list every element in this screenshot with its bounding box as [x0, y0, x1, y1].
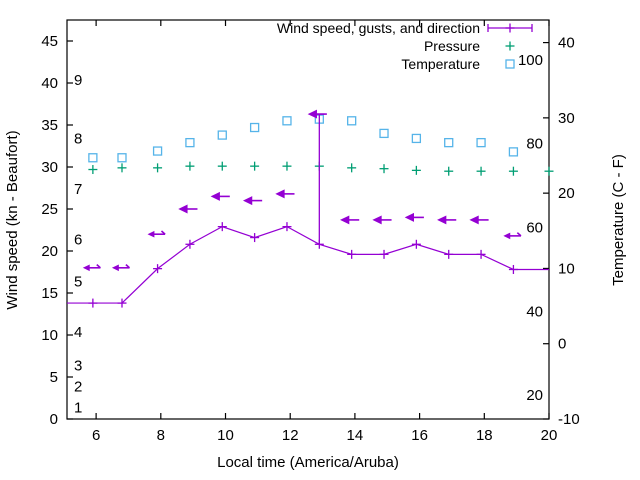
series-wind-direction-barbs [82, 109, 522, 272]
beaufort-label: 2 [74, 378, 82, 395]
temperature-point [411, 133, 422, 144]
beaufort-label: 6 [74, 231, 82, 248]
wind-barb-head [503, 232, 511, 240]
x-tick-label: 6 [92, 427, 100, 444]
fahrenheit-label: 40 [526, 304, 543, 321]
fahrenheit-label: 100 [518, 52, 543, 69]
plot-frame [66, 19, 550, 420]
temperature-point [379, 128, 389, 139]
beaufort-label: 1 [74, 399, 82, 416]
wind-barb-head [147, 230, 155, 238]
wind-barb-feather [96, 263, 101, 269]
beaufort-label: 4 [74, 324, 82, 341]
y-tick-label: 5 [50, 369, 58, 386]
x-axis-ticks: 6 8 10 12 14 16 18 20 [92, 20, 557, 444]
temperature-point [444, 137, 454, 148]
wind-barb-head [210, 191, 220, 201]
temperature-point [88, 153, 98, 163]
legend-label: Temperature [401, 56, 480, 72]
chart-legend: Wind speed, gusts, and direction Pressure… [277, 20, 533, 72]
temperature-point [117, 153, 127, 163]
y2-axis-title: Temperature (C - F) [610, 154, 627, 286]
wind-barb-head [372, 215, 382, 225]
y2-tick-label: -10 [558, 411, 580, 428]
wind-barb-head [111, 264, 119, 272]
wind-barb-head [340, 215, 350, 225]
x-tick-label: 8 [157, 427, 165, 444]
y-axis-ticks: 0 5 10 15 20 25 30 35 40 45 [41, 33, 73, 428]
y-tick-label: 25 [41, 201, 58, 218]
fahrenheit-label: 80 [526, 136, 543, 153]
y-tick-label: 45 [41, 33, 58, 50]
legend-label: Wind speed, gusts, and direction [277, 20, 480, 36]
wind-barb-head [275, 189, 285, 199]
wind-barb-head [242, 196, 253, 206]
temperature-point [152, 146, 163, 156]
wind-barb-feather [516, 232, 522, 237]
y2-tick-label: 20 [558, 185, 575, 202]
series-pressure [88, 161, 554, 176]
x-tick-label: 12 [282, 427, 299, 444]
beaufort-label: 5 [74, 273, 82, 290]
temperature-point [249, 122, 260, 133]
temperature-point [508, 147, 519, 157]
beaufort-label: 3 [74, 357, 82, 374]
x-tick-label: 16 [411, 427, 428, 444]
fahrenheit-label: 60 [526, 219, 543, 236]
wind-barb-head [307, 109, 317, 119]
beaufort-scale-labels: 1 2 3 4 5 6 7 8 9 [74, 72, 82, 417]
y2-axis-ticks: -10 0 10 20 30 40 [543, 35, 580, 428]
y-tick-label: 30 [41, 159, 58, 176]
wind-barb-feather [125, 263, 131, 269]
temperature-point [217, 130, 227, 140]
y-tick-label: 35 [41, 117, 58, 134]
beaufort-label: 7 [74, 181, 82, 198]
temperature-point [347, 116, 357, 126]
series-temperature [88, 114, 519, 163]
wind-barb-head [437, 215, 447, 225]
beaufort-label: 8 [74, 131, 82, 148]
temperature-point [185, 137, 195, 148]
beaufort-label: 9 [74, 72, 82, 89]
y2-tick-label: 10 [558, 260, 575, 277]
y-tick-label: 40 [41, 75, 58, 92]
wind-speed-line [67, 225, 549, 304]
y-tick-label: 15 [41, 285, 58, 302]
temperature-point [476, 137, 486, 148]
x-tick-label: 20 [541, 427, 558, 444]
fahrenheit-label: 20 [526, 387, 543, 404]
y-tick-label: 0 [50, 411, 58, 428]
y-tick-label: 20 [41, 243, 58, 260]
x-tick-label: 14 [347, 427, 364, 444]
legend-label: Pressure [424, 38, 480, 54]
x-tick-label: 18 [476, 427, 493, 444]
legend-swatch-square [505, 59, 515, 69]
x-tick-label: 10 [217, 427, 234, 444]
fahrenheit-scale-labels: 20 40 60 80 100 [518, 52, 543, 404]
y2-tick-label: 40 [558, 35, 575, 52]
plot-border [66, 19, 550, 420]
y2-tick-label: 0 [558, 336, 566, 353]
y2-tick-label: 30 [558, 110, 575, 127]
wind-barb-feather [160, 230, 166, 235]
y-axis-title: Wind speed (kn - Beaufort) [4, 130, 21, 309]
wind-barb-head [178, 204, 188, 214]
y-tick-label: 10 [41, 327, 58, 344]
x-axis-title: Local time (America/Aruba) [217, 454, 399, 471]
wind-barb-head [404, 212, 415, 222]
temperature-point [282, 116, 292, 126]
wind-barb-head [82, 264, 90, 272]
wind-barb-head [469, 215, 479, 225]
